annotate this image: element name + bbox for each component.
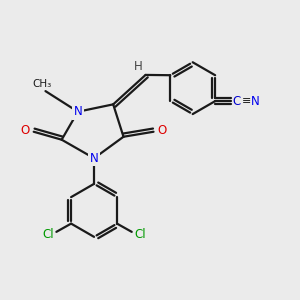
Text: Cl: Cl [134, 228, 146, 241]
Text: N: N [251, 94, 260, 108]
Text: H: H [134, 60, 142, 73]
Text: C: C [232, 94, 241, 108]
Text: CH₃: CH₃ [32, 79, 52, 89]
Text: O: O [158, 124, 167, 137]
Text: ≡: ≡ [242, 96, 251, 106]
Text: N: N [74, 105, 82, 118]
Text: N: N [90, 152, 98, 165]
Text: O: O [20, 124, 29, 137]
Text: Cl: Cl [42, 228, 54, 241]
